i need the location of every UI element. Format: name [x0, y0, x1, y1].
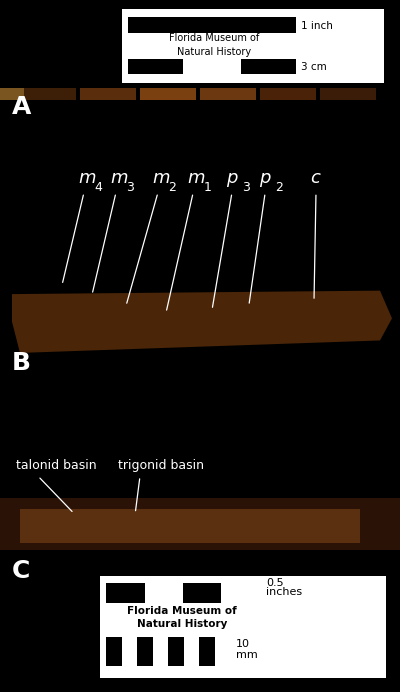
Text: m: m: [187, 169, 205, 187]
Text: A: A: [12, 95, 31, 119]
Text: 10: 10: [236, 639, 250, 649]
Text: mm: mm: [236, 650, 258, 660]
Text: 2: 2: [275, 181, 283, 194]
Bar: [100, 576, 386, 678]
Bar: [260, 88, 316, 100]
Bar: [168, 637, 184, 666]
Bar: [184, 59, 240, 74]
Bar: [0, 498, 400, 550]
Text: 3: 3: [242, 181, 250, 194]
Bar: [222, 583, 260, 603]
Text: Florida Museum of
Natural History: Florida Museum of Natural History: [169, 33, 259, 57]
Text: 3 cm: 3 cm: [301, 62, 326, 72]
Bar: [0, 118, 400, 353]
Bar: [137, 637, 152, 666]
Bar: [80, 88, 136, 100]
Text: p: p: [226, 169, 237, 187]
Text: c: c: [310, 169, 320, 187]
Bar: [0, 489, 400, 555]
Bar: [20, 509, 360, 543]
Text: m: m: [152, 169, 170, 187]
Text: talonid basin: talonid basin: [16, 459, 97, 472]
Bar: [240, 59, 296, 74]
Text: m: m: [110, 169, 128, 187]
Text: 4: 4: [94, 181, 102, 194]
Bar: [20, 88, 76, 100]
Bar: [183, 583, 222, 603]
Text: inches: inches: [266, 588, 302, 597]
Text: 2: 2: [168, 181, 176, 194]
Text: 1 inch: 1 inch: [301, 21, 333, 30]
Bar: [199, 637, 214, 666]
Bar: [128, 17, 296, 33]
Text: 3: 3: [126, 181, 134, 194]
Bar: [184, 637, 199, 666]
Bar: [214, 637, 230, 666]
Bar: [0, 81, 400, 107]
Bar: [0, 88, 24, 100]
Bar: [122, 9, 384, 83]
Text: p: p: [259, 169, 270, 187]
Bar: [140, 88, 196, 100]
Text: 1: 1: [203, 181, 211, 194]
Bar: [0, 85, 400, 102]
Text: 0.5: 0.5: [266, 578, 284, 588]
Bar: [128, 59, 184, 74]
Text: trigonid basin: trigonid basin: [118, 459, 204, 472]
Text: Florida Museum of
Natural History: Florida Museum of Natural History: [127, 606, 237, 629]
Bar: [106, 583, 144, 603]
Bar: [200, 88, 256, 100]
Text: C: C: [12, 559, 30, 583]
Bar: [144, 583, 183, 603]
Bar: [122, 637, 137, 666]
Bar: [320, 88, 376, 100]
Text: B: B: [12, 352, 31, 375]
Text: m: m: [78, 169, 96, 187]
Bar: [152, 637, 168, 666]
Bar: [106, 637, 122, 666]
Polygon shape: [12, 291, 392, 353]
